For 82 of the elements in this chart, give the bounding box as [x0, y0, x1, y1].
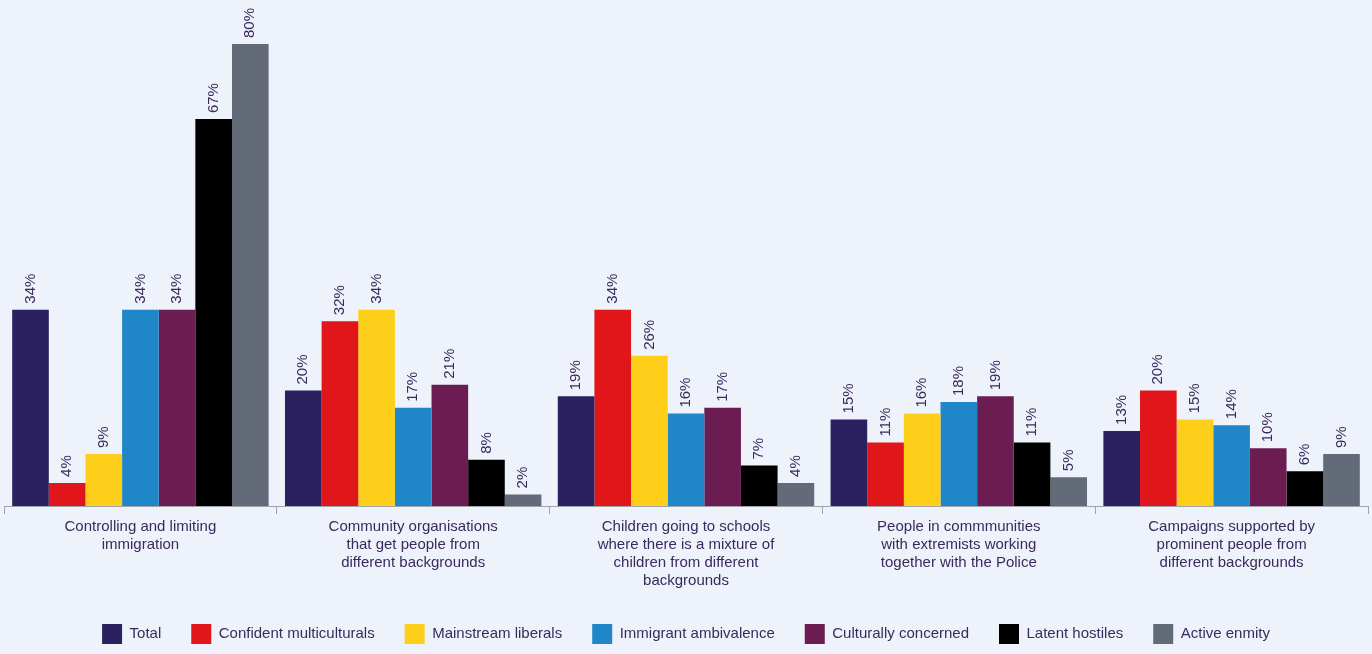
legend-label: Culturally concerned — [832, 624, 970, 642]
data-label: 5% — [1058, 449, 1076, 472]
bar — [1013, 442, 1051, 506]
data-label: 2% — [513, 466, 531, 489]
data-label: 15% — [1185, 383, 1203, 414]
data-label: 14% — [1221, 389, 1239, 420]
bar — [85, 454, 123, 506]
legend-label: Immigrant ambivalence — [619, 624, 775, 642]
data-label: 21% — [439, 348, 457, 379]
data-label: 17% — [403, 371, 421, 402]
data-label: 34% — [366, 273, 384, 304]
legend-label: Confident multiculturals — [218, 624, 375, 642]
data-label: 4% — [786, 455, 804, 477]
data-label: 67% — [203, 83, 221, 114]
data-label: 10% — [1258, 412, 1276, 443]
x-tick-label: Campaigns supported by prominent people from different backgrounds — [1148, 517, 1316, 571]
bar — [158, 309, 196, 506]
data-label: 4% — [57, 455, 75, 477]
x-tick-label: Community organisations that get people from different backgrounds — [328, 517, 498, 571]
data-label: 34% — [130, 273, 148, 304]
bar — [1140, 390, 1177, 506]
bar — [195, 119, 232, 506]
bar — [358, 309, 395, 506]
bar — [1176, 419, 1214, 506]
bar — [903, 413, 941, 506]
bar — [977, 396, 1014, 506]
bar — [740, 465, 778, 506]
bar — [867, 442, 904, 506]
data-label: 6% — [1295, 443, 1313, 466]
data-label: 20% — [1148, 354, 1166, 385]
bar — [284, 390, 322, 506]
legend-label: Latent hostiles — [1026, 624, 1124, 642]
bar — [557, 396, 595, 506]
data-label: 34% — [602, 273, 620, 304]
bar — [704, 407, 741, 506]
data-label: 7% — [749, 437, 767, 460]
bar — [594, 309, 632, 506]
data-label: 16% — [912, 377, 930, 408]
data-label: 16% — [676, 377, 694, 408]
bar — [231, 44, 269, 506]
data-label: 34% — [167, 273, 185, 304]
bar — [321, 321, 359, 506]
legend-label: Total — [129, 624, 162, 642]
data-label: 32% — [330, 285, 348, 316]
data-label: 19% — [985, 360, 1003, 391]
bar — [1249, 448, 1287, 506]
bar — [1213, 425, 1250, 506]
bar — [667, 413, 705, 506]
bar — [394, 407, 432, 506]
bar — [1286, 471, 1324, 506]
data-label: 9% — [93, 426, 111, 449]
bar — [12, 309, 49, 506]
data-label: 9% — [1331, 426, 1349, 449]
data-label: 8% — [476, 432, 494, 454]
data-label: 80% — [240, 7, 258, 38]
data-label: 26% — [639, 319, 657, 350]
data-label: 19% — [566, 360, 584, 391]
bar — [48, 482, 86, 506]
bar — [830, 419, 868, 506]
bar — [468, 459, 505, 506]
data-label: 11% — [1022, 407, 1040, 437]
bar — [1050, 477, 1088, 506]
bar — [504, 494, 542, 506]
x-tick-label: Controlling and limiting immigration — [64, 517, 217, 553]
bar — [631, 355, 668, 506]
data-label: 13% — [1111, 394, 1129, 425]
bar — [1323, 454, 1360, 506]
data-label: 15% — [839, 383, 857, 414]
x-tick-label: Children going to schools where there is a mixture of children from different backgrounds — [596, 517, 776, 589]
bar — [122, 309, 159, 506]
bar — [940, 402, 978, 506]
bar — [1103, 430, 1141, 506]
bar — [777, 482, 815, 506]
x-tick-label: People in commmunities with extremists working together with the Police — [877, 517, 1041, 571]
bar — [431, 384, 469, 506]
data-label: 34% — [20, 273, 38, 304]
legend-label: Active enmity — [1180, 624, 1271, 642]
data-label: 20% — [293, 354, 311, 385]
data-label: 11% — [875, 407, 893, 437]
legend-label: Mainstream liberals — [432, 624, 563, 642]
data-label: 18% — [948, 366, 966, 397]
data-label: 17% — [712, 371, 730, 402]
